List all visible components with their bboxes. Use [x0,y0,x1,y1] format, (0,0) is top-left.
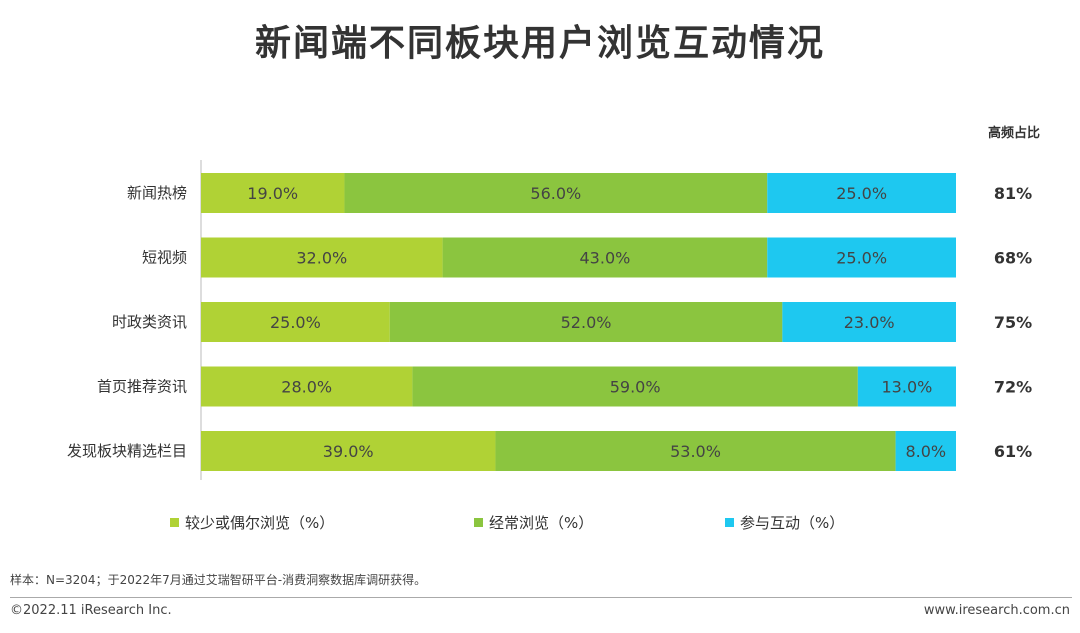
bar-segment [201,366,413,407]
high-freq-value: 61% [994,442,1032,461]
stacked-bar-chart: 新闻热榜 19.0% 56.0% 25.0% 81% 短视频 32.0% 43.0% 25.0%… [67,160,1032,480]
data-label: 13.0% [882,378,933,397]
legend-label-0: 较少或偶尔浏览（%） [185,514,335,532]
category-label: 首页推荐资讯 [97,378,187,396]
bar-segment [895,431,956,471]
data-label: 23.0% [844,313,895,332]
bar-segment [201,237,443,278]
high-freq-header: 高频占比 [987,126,1040,141]
bar-segment [857,366,956,407]
footer-divider [10,597,1072,598]
bar-segment [495,431,896,471]
bar-segment [767,237,956,278]
bar-segment [201,431,496,471]
data-label: 39.0% [323,442,374,461]
category-label: 新闻热榜 [127,184,187,202]
data-label: 52.0% [561,313,612,332]
legend-label-2: 参与互动（%） [740,514,845,532]
legend-label-1: 经常浏览（%） [489,514,594,532]
bar-segment [767,173,956,213]
bar-segment [344,173,768,213]
data-label: 59.0% [610,378,661,397]
bar-segment [442,237,768,278]
sample-note: 样本：N=3204；于2022年7月通过艾瑞智研平台-消费洞察数据库调研获得。 [10,573,427,587]
legend-swatch-0 [170,518,179,527]
data-label: 56.0% [530,184,581,203]
category-label: 时政类资讯 [112,313,187,331]
chart-title: 新闻端不同板块用户浏览互动情况 [254,23,825,64]
data-label: 53.0% [670,442,721,461]
legend-swatch-1 [474,518,483,527]
bar-segment [389,302,783,342]
legend-item-1: 经常浏览（%） [474,512,593,533]
data-label: 28.0% [281,378,332,397]
data-label: 32.0% [296,249,347,268]
data-label: 25.0% [836,184,887,203]
high-freq-value: 81% [994,184,1032,203]
legend-item-0: 较少或偶尔浏览（%） [170,512,334,533]
legend-item-2: 参与互动（%） [725,512,844,533]
bar-segment [201,173,345,213]
bar-segment [782,302,956,342]
copyright: ©2022.11 iResearch Inc. [10,603,172,618]
bar-segment [201,302,390,342]
legend-swatch-2 [725,518,734,527]
category-label: 短视频 [142,249,187,267]
bar-segment [412,366,858,407]
data-label: 43.0% [580,249,631,268]
high-freq-value: 68% [994,249,1032,268]
data-label: 19.0% [247,184,298,203]
high-freq-value: 75% [994,313,1032,332]
high-freq-value: 72% [994,378,1032,397]
data-label: 8.0% [905,442,946,461]
data-label: 25.0% [270,313,321,332]
website-link[interactable]: www.iresearch.com.cn [923,603,1070,618]
category-label: 发现板块精选栏目 [67,442,187,460]
data-label: 25.0% [836,249,887,268]
